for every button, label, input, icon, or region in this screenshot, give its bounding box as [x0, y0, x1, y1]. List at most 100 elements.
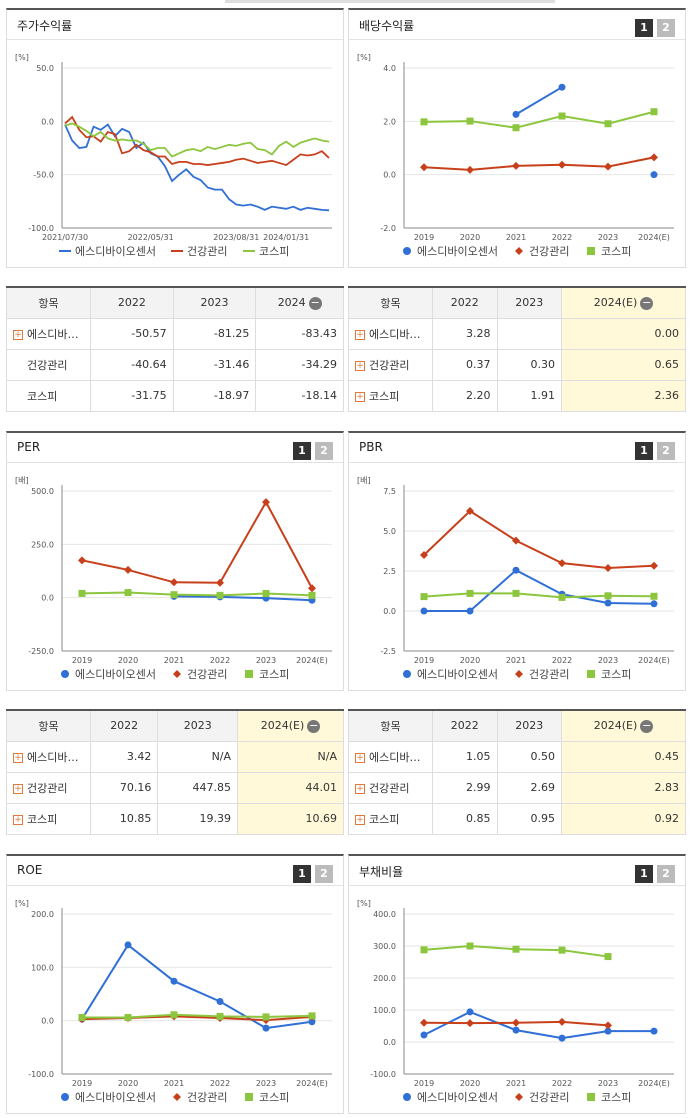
legend-swatch	[61, 1093, 69, 1101]
header-label: 2023	[515, 719, 544, 733]
header-label: 항목	[380, 296, 401, 310]
x-tick-label: 2020	[118, 656, 138, 665]
page-2-button[interactable]: 2	[315, 865, 333, 883]
data-point	[604, 953, 612, 961]
table-header-cell: 2023	[496, 709, 562, 742]
value-cell: 3.42	[89, 740, 159, 773]
y-tick-label: 5.0	[383, 527, 396, 536]
value-cell: 2.99	[432, 771, 498, 804]
y-tick-label: 0.0	[41, 1017, 54, 1026]
data-point	[216, 591, 224, 599]
y-tick-label: 400.0	[373, 910, 396, 919]
row-name: 코스피	[27, 389, 58, 403]
legend-swatch	[587, 247, 595, 255]
collapse-icon[interactable]: −	[307, 718, 321, 733]
page-1-button[interactable]: 1	[293, 865, 311, 883]
data-point	[308, 1012, 316, 1020]
legend-swatch	[403, 247, 411, 255]
legend-swatch	[515, 670, 523, 678]
table-row: + 에스디바… 3.42 N/A N/A	[6, 740, 344, 773]
expand-icon[interactable]: +	[13, 752, 23, 763]
data-point	[170, 1011, 178, 1019]
value-cell: 0.30	[496, 348, 562, 381]
header-label: 2023	[515, 296, 544, 310]
page-2-button[interactable]: 2	[315, 442, 333, 460]
data-point	[124, 589, 132, 597]
table-header-cell: 2024(E) −	[561, 286, 686, 319]
value-cell: 1.91	[496, 379, 562, 412]
expand-icon[interactable]: +	[355, 360, 365, 371]
collapse-icon[interactable]: −	[640, 718, 654, 733]
x-tick-label: 2021	[164, 1079, 184, 1088]
data-point	[650, 592, 658, 600]
row-name-cell: + 코스피	[348, 802, 433, 835]
data-point	[512, 566, 520, 574]
collapse-icon[interactable]: −	[308, 295, 322, 310]
expand-icon[interactable]: +	[13, 814, 23, 825]
expand-icon[interactable]: +	[355, 329, 365, 340]
data-point	[420, 946, 428, 954]
page-2-button[interactable]: 2	[657, 865, 675, 883]
table-row: + 에스디바… -50.57 -81.25 -83.43	[6, 317, 344, 350]
expand-icon[interactable]: +	[355, 752, 365, 763]
page-1-button[interactable]: 1	[635, 19, 653, 37]
x-tick-label: 2019	[414, 233, 434, 242]
row-name-cell: + 코스피	[348, 379, 433, 412]
header-label: 2024(E)	[593, 296, 638, 309]
data-point	[262, 1024, 270, 1032]
y-tick-label: -100.0	[28, 1070, 54, 1079]
page-2-button[interactable]: 2	[657, 442, 675, 460]
row-name: 건강관리	[27, 358, 68, 372]
data-point	[604, 592, 612, 600]
data-point	[466, 1019, 474, 1028]
table-header-cell: 2022	[90, 286, 174, 319]
x-tick-label: 2024(E)	[638, 233, 670, 242]
data-point	[466, 1008, 474, 1016]
data-point	[466, 117, 474, 125]
data-point	[262, 1013, 270, 1021]
x-tick-label: 2021	[506, 1079, 526, 1088]
expand-icon[interactable]: +	[355, 391, 365, 402]
series-line	[173, 595, 313, 602]
expand-icon[interactable]: +	[13, 783, 23, 794]
value-cell: -18.97	[172, 379, 257, 412]
row-name-cell: + 에스디바…	[6, 317, 91, 350]
value-cell: -40.64	[90, 348, 174, 381]
value-cell: 0.00	[561, 317, 686, 350]
data-point	[216, 1012, 224, 1020]
debt-ratio-chart: [%]400.0 300.0 200.0 100.0 0.0 -100.0 2019 2020…	[357, 899, 674, 1104]
row-name-cell: + 에스디바…	[6, 740, 91, 773]
value-cell: N/A	[157, 740, 239, 773]
expand-icon[interactable]: +	[355, 783, 365, 794]
y-tick-label: -250.0	[28, 647, 54, 656]
legend-label: 건강관리	[529, 245, 569, 258]
table-header-row: 항목 2022 2023 2024(E) −	[348, 286, 686, 319]
data-point	[420, 118, 428, 126]
header-label: 2024(E)	[593, 719, 638, 732]
series-line	[82, 1013, 313, 1019]
value-cell: N/A	[237, 740, 344, 773]
page-2-button[interactable]: 2	[657, 19, 675, 37]
expand-icon[interactable]: +	[355, 814, 365, 825]
header-label: 2023	[183, 719, 212, 733]
value-cell: 0.65	[561, 348, 686, 381]
value-cell: -18.14	[255, 379, 344, 412]
page-1-button[interactable]: 1	[293, 442, 311, 460]
dividend-yield-table: 항목 2022 2023 2024(E) − + 에스디바… 3.28 0.00 + 건강관리 0.3…	[348, 286, 686, 412]
legend-label: 건강관리	[187, 245, 227, 258]
unit-label: [%]	[357, 899, 371, 908]
page-1-button[interactable]: 1	[635, 442, 653, 460]
x-tick-label: 2024(E)	[296, 656, 328, 665]
unit-label: [%]	[15, 53, 29, 62]
expand-icon[interactable]: +	[13, 329, 23, 340]
data-point	[604, 599, 612, 607]
data-point	[604, 120, 612, 128]
data-point	[308, 1018, 316, 1026]
table-row: 코스피 -31.75 -18.97 -18.14	[6, 379, 344, 412]
row-name-cell: 건강관리	[6, 348, 91, 381]
row-name: 코스피	[369, 812, 400, 826]
table-row: + 에스디바… 3.28 0.00	[348, 317, 686, 350]
collapse-icon[interactable]: −	[640, 295, 654, 310]
page-1-button[interactable]: 1	[635, 865, 653, 883]
